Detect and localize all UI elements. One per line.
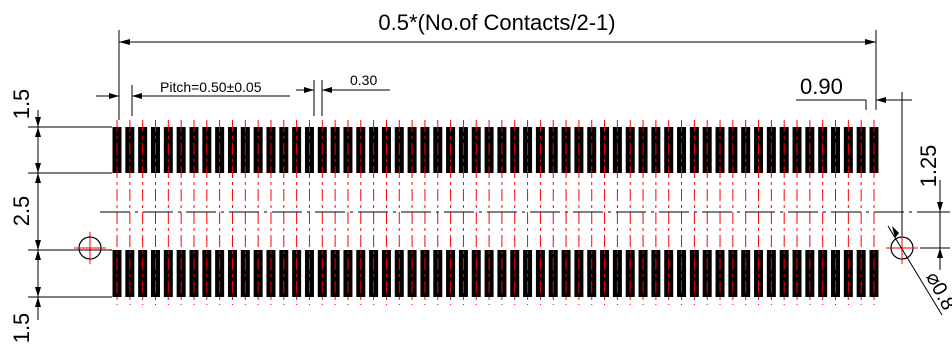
pad-bottom [458,250,468,297]
pad-bottom [394,250,404,297]
pad-bottom [843,250,853,297]
pitch-label: Pitch=0.50±0.05 [160,79,262,95]
pad-bottom [304,250,314,297]
pad-bottom [638,250,648,297]
pad-bottom [548,250,558,297]
pad-bottom [343,250,353,297]
pad-bottom [292,250,302,297]
pad-bottom [215,250,225,297]
pad-bottom [253,250,263,297]
pad-bottom [587,250,597,297]
pad-bottom [754,250,764,297]
pad-row-bottom [112,250,879,297]
pad-bottom [510,250,520,297]
hole-diameter-label: ⌀0.8 [921,268,952,314]
pad-bottom [497,250,507,297]
pad-bottom [741,250,751,297]
pad-bottom [612,250,622,297]
pad-bottom [869,250,879,297]
edge-offset-dimension [796,92,912,236]
overall-length-label: 0.5*(No.of Contacts/2-1) [378,10,615,35]
pad-bottom [369,250,379,297]
pad-bottom [433,250,443,297]
pad-bottom [535,250,545,297]
pad-bottom [240,250,250,297]
pad-bottom [330,250,340,297]
left-vertical-dimensions [28,110,112,320]
pad-bottom [317,250,327,297]
pad-bottom [728,250,738,297]
pad-bottom [651,250,661,297]
pad-bottom [792,250,802,297]
pad-bottom [471,250,481,297]
pad-width-label: 0.30 [350,72,377,88]
row-gap-label: 2.5 [9,196,34,227]
pad-bottom [202,250,212,297]
pad-bottom [484,250,494,297]
pad-bottom [561,250,571,297]
pad-bottom [150,250,160,297]
pad-bottom [715,250,725,297]
pad-bottom [356,250,366,297]
pad-bottom [600,250,610,297]
pitch-dimension [96,85,290,116]
pad-width-dimension [296,80,390,116]
pad-bottom [818,250,828,297]
mounting-hole-right [886,232,918,264]
pad-bottom [766,250,776,297]
pad-bottom [279,250,289,297]
pad-bottom [677,250,687,297]
pad-bottom [189,250,199,297]
pad-bottom [831,250,841,297]
pad-bottom [407,250,417,297]
pad-bottom [664,250,674,297]
pad-bottom [266,250,276,297]
pad-bottom [420,250,430,297]
pad-bottom [125,250,135,297]
pad-bottom [138,250,148,297]
edge-offset-label: 0.90 [800,74,843,99]
pad-bottom [779,250,789,297]
pad-bottom [523,250,533,297]
overall-length-dimension [118,30,877,120]
pad-bottom [227,250,237,297]
pad-bottom [446,250,456,297]
pad-bottom [689,250,699,297]
center-to-hole-dimension [920,180,950,270]
pad-bottom [574,250,584,297]
pad-bottom [163,250,173,297]
pad-row-top [112,127,879,173]
pad-bottom [112,250,122,297]
pad-length-bottom-label: 1.5 [9,313,34,344]
pad-bottom [805,250,815,297]
pad-bottom [856,250,866,297]
pad-length-top-label: 1.5 [9,89,34,120]
pad-bottom [702,250,712,297]
pad-bottom [381,250,391,297]
pad-bottom [625,250,635,297]
hole-diameter-leader [887,225,943,316]
mounting-hole-left [74,232,106,264]
pad-bottom [176,250,186,297]
center-to-hole-label: 1.25 [916,145,941,188]
